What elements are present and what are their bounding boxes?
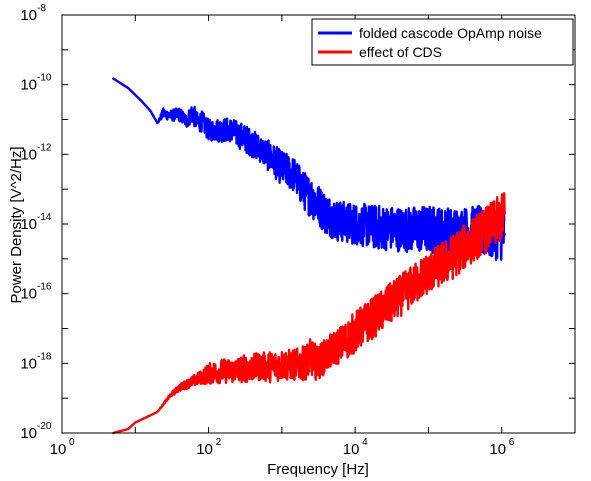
data-point <box>427 228 430 231</box>
ticks-layer <box>61 14 576 434</box>
legend-label-noise: folded cascode OpAmp noise <box>359 25 542 41</box>
data-point <box>178 113 181 116</box>
data-point <box>503 233 506 236</box>
data-point <box>331 348 335 351</box>
data-point <box>207 128 210 132</box>
data-point <box>229 128 232 132</box>
data-point <box>405 228 408 231</box>
data-point <box>478 233 481 236</box>
series-line <box>112 77 506 262</box>
x-tick-label: 10 <box>50 441 67 458</box>
data-point <box>269 156 272 159</box>
data-point <box>503 212 506 215</box>
x-tick-exponent: 2 <box>216 437 222 448</box>
y-tick-label: 10 <box>20 216 37 233</box>
y-tick-exponent: -10 <box>37 73 52 84</box>
data-point <box>258 147 261 150</box>
data-point <box>126 427 130 431</box>
x-tick-label: 10 <box>489 441 506 458</box>
data-point <box>126 86 130 90</box>
data-point <box>191 380 194 383</box>
x-tick-exponent: 6 <box>509 437 515 448</box>
data-point <box>169 394 172 397</box>
data-point <box>269 365 272 368</box>
data-point <box>242 136 245 139</box>
data-point <box>112 77 115 80</box>
data-point <box>293 363 296 367</box>
y-tick-exponent: -16 <box>37 282 52 293</box>
data-point <box>315 201 319 205</box>
series-cds-effect <box>112 192 506 435</box>
legend-label-cds: effect of CDS <box>359 44 442 60</box>
data-point <box>315 362 319 365</box>
data-point <box>353 222 357 226</box>
data-point <box>293 174 296 177</box>
data-point <box>405 289 408 293</box>
data-point <box>200 375 203 379</box>
data-point <box>449 257 452 261</box>
data-point <box>427 271 430 274</box>
x-tick-labels: 10 0 10 2 10 4 10 6 <box>50 437 515 458</box>
x-tick-label: 10 <box>196 441 213 458</box>
data-point <box>309 356 313 359</box>
series-line <box>112 192 506 435</box>
y-tick-exponent: -12 <box>37 142 52 153</box>
legend-box <box>311 18 574 66</box>
data-point <box>280 166 284 170</box>
data-point <box>376 226 379 229</box>
data-point <box>258 365 261 368</box>
data-point <box>134 421 137 424</box>
x-tick-exponent: 4 <box>362 437 368 448</box>
data-point <box>185 119 188 123</box>
data-point <box>309 195 313 199</box>
data-point <box>161 112 165 115</box>
data-point <box>280 363 284 367</box>
series-layer <box>112 77 506 435</box>
y-tick-exponent: -14 <box>37 212 52 223</box>
y-tick-label: 10 <box>20 425 37 442</box>
y-tick-label: 10 <box>20 7 37 24</box>
data-point <box>449 230 452 233</box>
y-tick-exponent: -8 <box>37 3 46 14</box>
data-point <box>207 372 210 376</box>
y-tick-label: 10 <box>20 146 37 163</box>
data-point <box>342 341 345 344</box>
data-point <box>200 119 203 123</box>
y-tick-exponent: -20 <box>37 421 52 432</box>
data-point <box>302 189 306 192</box>
data-point <box>353 330 357 334</box>
data-point <box>220 128 223 132</box>
x-tick-label: 10 <box>343 441 360 458</box>
data-point <box>337 220 341 223</box>
data-point <box>196 121 199 125</box>
data-point <box>178 386 181 389</box>
data-point <box>191 111 194 114</box>
data-point <box>139 99 143 102</box>
data-point <box>376 313 379 316</box>
x-tick-exponent: 0 <box>69 437 75 448</box>
data-point <box>156 121 159 125</box>
data-point <box>302 362 306 365</box>
data-point <box>220 369 223 373</box>
data-point <box>156 410 159 414</box>
y-tick-label: 10 <box>20 286 37 303</box>
data-point <box>229 369 232 373</box>
data-point <box>169 114 172 117</box>
data-point <box>324 212 328 215</box>
y-axis-label: Power Density [V^2/Hz] <box>8 146 25 303</box>
y-tick-exponent: -18 <box>37 351 52 362</box>
x-axis-label: Frequency [Hz] <box>267 461 369 478</box>
data-point <box>500 216 503 220</box>
y-tick-label: 10 <box>20 355 37 372</box>
data-point <box>149 109 152 112</box>
y-tick-label: 10 <box>20 77 37 94</box>
data-point <box>146 415 150 418</box>
legend: folded cascode OpAmp noise effect of CDS <box>311 18 574 66</box>
data-point <box>242 367 245 370</box>
